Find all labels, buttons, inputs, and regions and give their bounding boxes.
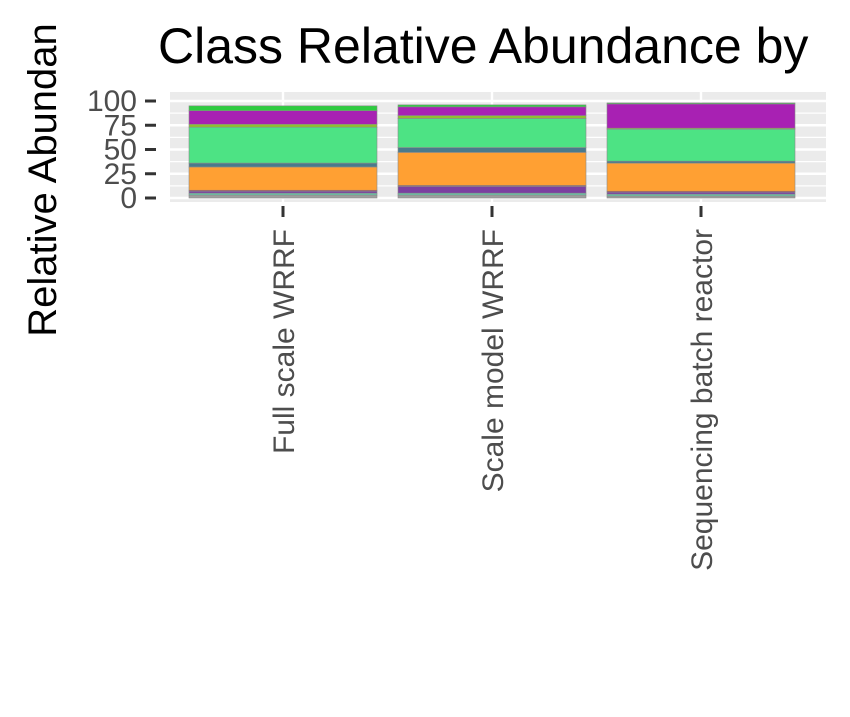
- bar-segment: [397, 106, 587, 116]
- y-tick-label: 0: [120, 182, 137, 215]
- bar-segment: [606, 102, 796, 105]
- bars: [188, 102, 796, 199]
- bar-segment: [397, 104, 587, 108]
- bar-segment: [188, 162, 378, 168]
- x-tick-label: Full scale WRRF: [268, 229, 301, 454]
- bar-segment: [397, 115, 587, 119]
- bar-segment: [397, 152, 587, 186]
- bar-segment: [188, 166, 378, 191]
- y-tick-label: 75: [104, 109, 137, 142]
- x-axis: Full scale WRRF Scale model WRRF Sequencin…: [268, 206, 719, 571]
- bar-segment: [606, 162, 796, 192]
- y-tick-label: 25: [104, 158, 137, 191]
- y-tick-label: 50: [104, 134, 137, 167]
- chart-title: Class Relative Abundance by: [158, 18, 808, 74]
- y-tick-label: 100: [87, 85, 137, 118]
- bar-segment: [188, 126, 378, 164]
- bar-segment: [606, 128, 796, 162]
- bar-segment: [397, 186, 587, 194]
- bar-segment: [188, 110, 378, 125]
- bar-segment: [606, 103, 796, 129]
- x-tick-label: Sequencing batch reactor: [686, 229, 719, 571]
- bar-segment: [397, 194, 587, 199]
- bar-segment: [397, 118, 587, 148]
- bar-segment: [188, 194, 378, 199]
- x-tick-label: Scale model WRRF: [477, 229, 510, 492]
- bar-segment: [397, 147, 587, 153]
- bar-segment: [188, 105, 378, 111]
- bar-segment: [188, 123, 378, 128]
- y-axis-label: Relative Abundan: [21, 23, 65, 337]
